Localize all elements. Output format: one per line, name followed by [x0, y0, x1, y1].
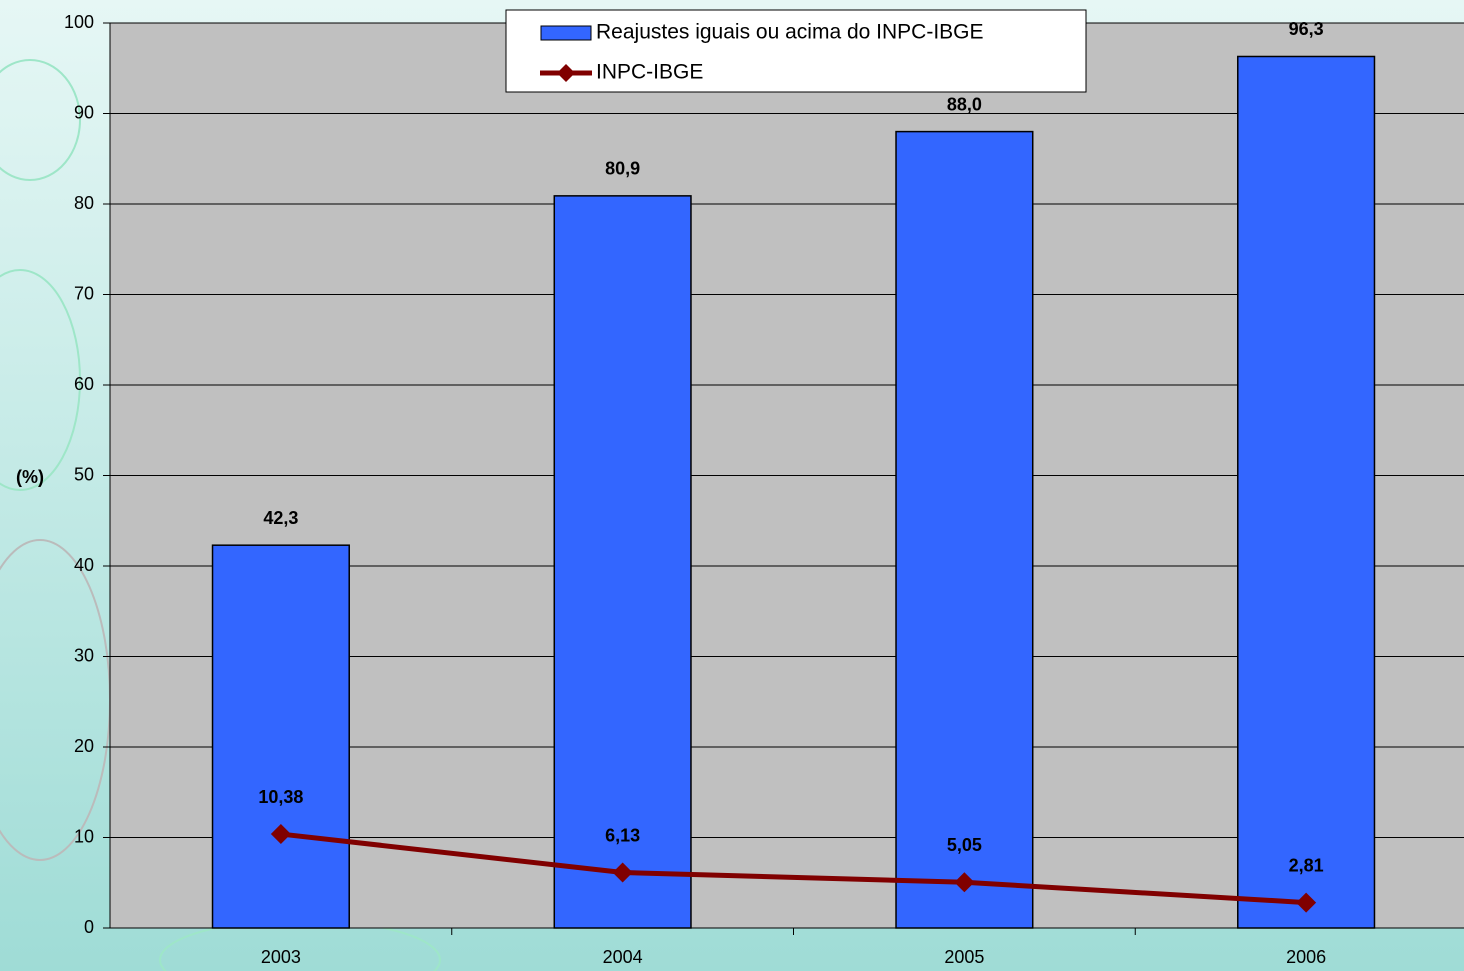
data-label: 42,3	[263, 508, 298, 528]
bar	[211, 544, 350, 929]
x-tick-label: 2005	[944, 947, 984, 967]
legend-box	[505, 9, 1087, 93]
x-tick-label: 2004	[603, 947, 643, 967]
y-axis-title: (%)	[16, 467, 44, 487]
y-tick-label: 90	[74, 102, 94, 122]
data-label: 6,13	[605, 825, 640, 845]
legend-swatch	[540, 25, 592, 41]
y-tick-label: 50	[74, 464, 94, 484]
data-label: 10,38	[258, 787, 303, 807]
data-label: 96,3	[1289, 19, 1324, 39]
legend: Reajustes iguais ou acima do INPC-IBGE IN…	[505, 9, 1087, 93]
line-marker	[1296, 892, 1317, 913]
y-tick-label: 80	[74, 193, 94, 213]
legend-label: INPC-IBGE	[596, 61, 703, 84]
y-tick-label: 70	[74, 283, 94, 303]
y-tick-label: 40	[74, 555, 94, 575]
line-marker	[270, 824, 291, 845]
bar	[553, 195, 692, 929]
data-label: 2,81	[1289, 855, 1324, 875]
line-marker	[954, 872, 975, 893]
bar	[895, 130, 1034, 929]
y-tick-label: 10	[74, 826, 94, 846]
y-tick-label: 0	[84, 917, 94, 937]
line	[280, 831, 1307, 906]
data-label: 88,0	[947, 94, 982, 114]
bar	[1237, 55, 1376, 929]
x-tick-label: 2006	[1286, 947, 1326, 967]
y-tick-label: 20	[74, 736, 94, 756]
y-tick-label: 100	[64, 12, 94, 32]
x-tick-label: 2003	[261, 947, 301, 967]
y-tick-label: 60	[74, 374, 94, 394]
y-tick-label: 30	[74, 645, 94, 665]
legend-swatch	[557, 64, 575, 82]
legend-label: Reajustes iguais ou acima do INPC-IBGE	[596, 21, 984, 44]
data-label: 80,9	[605, 159, 640, 179]
line-marker	[612, 862, 633, 883]
data-label: 5,05	[947, 835, 982, 855]
